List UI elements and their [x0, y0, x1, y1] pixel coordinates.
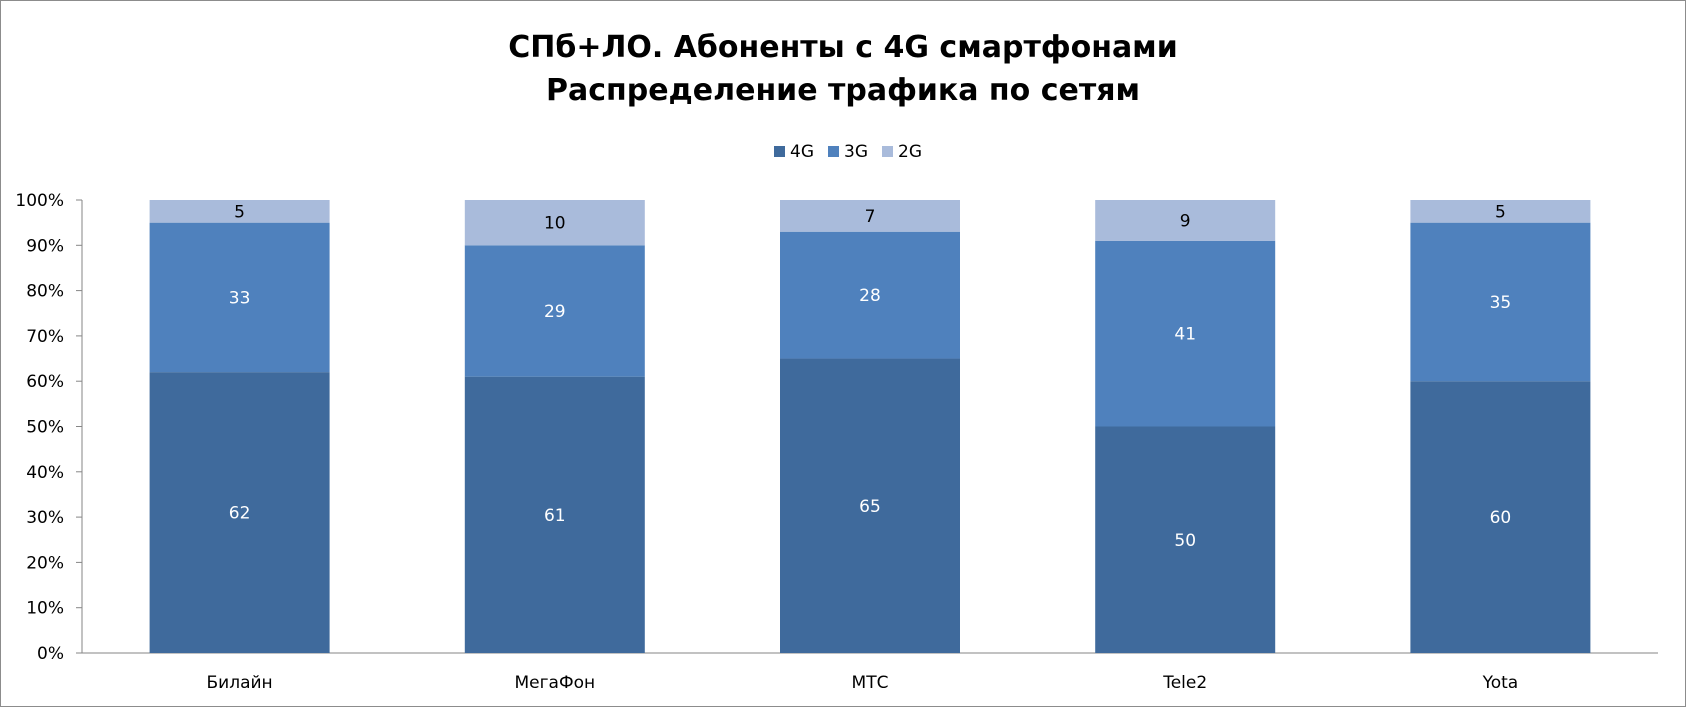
data-label-3g: 29: [544, 302, 566, 322]
bar-segment-4g: [1410, 381, 1591, 653]
bar-segment-3g: [149, 222, 330, 373]
bar-stack: 61 29 10: [464, 200, 645, 653]
bar-segment-3g: [1410, 222, 1591, 382]
x-tick-label: Билайн: [207, 673, 273, 693]
legend-swatch: [882, 146, 893, 157]
y-tick-label: 80%: [26, 282, 64, 302]
bar-segment-2g: [464, 200, 645, 246]
bar-segment-3g: [1095, 240, 1276, 427]
legend-label: 3G: [844, 142, 868, 162]
x-tick-label: Yota: [1482, 673, 1519, 693]
bar-segment-4g: [780, 358, 960, 653]
bar-segment-2g: [780, 200, 960, 232]
bar-segment-2g: [149, 200, 330, 223]
data-label-4g: 61: [544, 506, 566, 526]
y-tick-label: 70%: [26, 327, 64, 347]
data-label-4g: 62: [229, 504, 251, 524]
chart-subtitle: Распределение трафика по сетям: [545, 73, 1141, 108]
legend-item: 2G: [882, 142, 922, 162]
y-tick-label: 100%: [15, 191, 64, 211]
legend: 4G 3G 2G: [774, 142, 922, 162]
bar-segment-3g: [780, 231, 960, 359]
bar-segment-2g: [1095, 200, 1276, 241]
data-label-2g: 10: [544, 214, 566, 234]
bar-segment-4g: [149, 372, 330, 653]
data-label-2g: 5: [234, 202, 245, 222]
legend-label: 4G: [790, 142, 814, 162]
y-tick-label: 30%: [26, 508, 64, 528]
bar-stack: 60 35 5: [1410, 200, 1591, 653]
data-label-3g: 41: [1174, 325, 1196, 345]
data-label-3g: 35: [1490, 293, 1512, 313]
bars: 62 33 5 61 29 10 65 28 7 50 41 9 60 35 5: [149, 200, 1591, 653]
data-label-2g: 7: [865, 207, 876, 227]
bar-segment-4g: [1095, 426, 1276, 653]
x-tick-label: МТС: [852, 673, 889, 693]
legend-label: 2G: [898, 142, 922, 162]
bar-segment-3g: [464, 245, 645, 377]
y-tick-label: 50%: [26, 418, 64, 438]
y-tick-label: 0%: [37, 644, 64, 664]
legend-swatch: [828, 146, 839, 157]
y-tick-label: 10%: [26, 599, 64, 619]
y-tick-label: 40%: [26, 463, 64, 483]
bar-stack: 65 28 7: [780, 200, 960, 653]
legend-item: 4G: [774, 142, 814, 162]
bar-stack: 62 33 5: [149, 200, 330, 653]
y-tick-label: 20%: [26, 553, 64, 573]
x-axis: Билайн МегаФон МТС Tele2 Yota: [82, 652, 1658, 693]
bar-segment-4g: [464, 376, 645, 653]
data-label-3g: 28: [859, 286, 881, 306]
data-label-2g: 5: [1495, 202, 1506, 222]
y-axis: 0% 10% 20% 30% 40% 50% 60% 70% 80% 90% 100%: [15, 191, 83, 664]
data-label-4g: 65: [859, 497, 881, 517]
bar-segment-2g: [1410, 200, 1591, 223]
data-label-3g: 33: [229, 288, 251, 308]
legend-swatch: [774, 146, 785, 157]
data-label-4g: 60: [1490, 508, 1512, 528]
y-tick-label: 90%: [26, 236, 64, 256]
x-tick-label: Tele2: [1162, 673, 1207, 693]
y-tick-label: 60%: [26, 372, 64, 392]
data-label-4g: 50: [1174, 531, 1196, 551]
data-label-2g: 9: [1180, 211, 1191, 231]
chart-title: СПб+ЛО. Абоненты с 4G смартфонами: [508, 30, 1178, 65]
legend-item: 3G: [828, 142, 868, 162]
x-tick-label: МегаФон: [514, 673, 595, 693]
bar-stack: 50 41 9: [1095, 200, 1276, 653]
